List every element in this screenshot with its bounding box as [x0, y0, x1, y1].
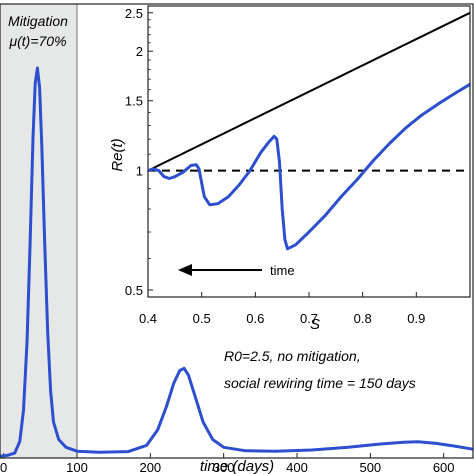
inset-y-tick-label: 0.5: [125, 283, 143, 298]
inset-plot-frame: [147, 5, 471, 298]
main-x-ticks: 0 100 200 300 400 500 600: [0, 453, 455, 474]
main-x-tick-label: 100: [66, 460, 88, 474]
main-x-tick-label: 0: [0, 460, 7, 474]
inset-x-tick-label: 0.5: [193, 311, 211, 326]
params-annotation-line2: social rewiring time = 150 days: [224, 375, 416, 391]
inset-x-axis-label: S: [310, 316, 320, 333]
params-annotation-line1: R0=2.5, no mitigation,: [224, 348, 361, 364]
main-x-tick-label: 600: [433, 460, 455, 474]
time-arrow-head: [178, 264, 192, 276]
main-x-axis-label: time (days): [200, 458, 274, 474]
main-plot-frame: [0, 3, 474, 459]
inset-x-tick-label: 0.7: [300, 311, 318, 326]
mitigation-value: μ(t)=70%: [8, 33, 66, 49]
inset-chart: 0.5 1 1.5 2 2.5 0.4 0.5 0.6 0.7 0.8 0.9 time S Re…: [109, 5, 471, 333]
main-x-tick-label: 500: [359, 460, 381, 474]
inset-series-line-blue: [147, 83, 471, 251]
main-series-line: [0, 66, 474, 458]
inset-background: [148, 6, 470, 297]
inset-x-tick-label: 0.4: [139, 311, 157, 326]
inset-y-axis-label: Re(t): [109, 138, 126, 171]
main-chart: 0 100 200 300 400 500 600 Mitigation μ(t)=70% …: [0, 3, 474, 474]
inset-y-ticks: 0.5 1 1.5 2 2.5: [125, 6, 153, 298]
inset-y-tick-label: 1: [136, 164, 143, 179]
inset-x-tick-label: 0.9: [407, 311, 425, 326]
main-x-tick-label: 200: [139, 460, 161, 474]
inset-x-ticks: 0.4 0.5 0.6 0.7 0.8 0.9: [139, 292, 425, 326]
main-x-tick-label: 400: [286, 460, 308, 474]
inset-x-tick-label: 0.8: [354, 311, 372, 326]
main-x-tick-label: 300: [213, 460, 235, 474]
time-arrow: time: [178, 263, 295, 278]
inset-series-line-black: [147, 11, 471, 172]
inset-x-tick-label: 0.6: [246, 311, 264, 326]
time-arrow-label: time: [270, 263, 295, 278]
inset-y-tick-label: 1.5: [125, 94, 143, 109]
inset-y-tick-label: 2.5: [125, 6, 143, 21]
mitigation-label: Mitigation: [8, 13, 68, 29]
inset-y-tick-label: 2: [136, 44, 143, 59]
